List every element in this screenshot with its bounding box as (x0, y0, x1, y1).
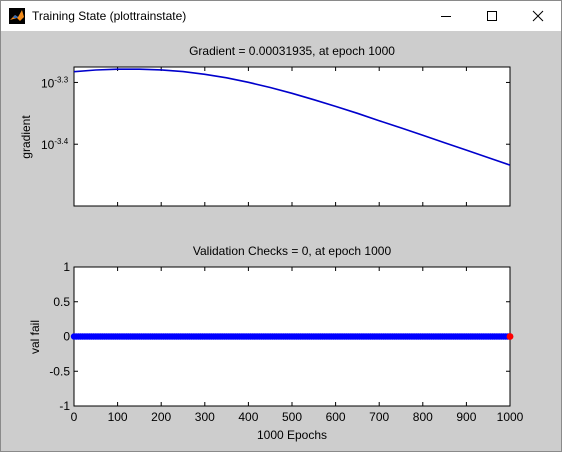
validation-x-tick-label-1: 100 (108, 410, 128, 424)
minimize-button[interactable] (423, 1, 469, 31)
validation-series (70, 333, 514, 340)
figure-area: Gradient = 0.00031935, at epoch 1000 gra… (1, 31, 561, 451)
minimize-icon (441, 16, 451, 17)
maximize-icon (487, 11, 497, 21)
close-icon (532, 10, 544, 22)
validation-x-axis-label: 1000 Epochs (257, 428, 327, 442)
validation-x-tick-label-5: 500 (282, 410, 302, 424)
gradient-y-axis-label: gradient (19, 115, 33, 159)
maximize-button[interactable] (469, 1, 515, 31)
window-title: Training State (plottrainstate) (32, 9, 187, 23)
gradient-y-tick-label-0: 10-3.3 (41, 75, 69, 90)
validation-x-tick-label-2: 200 (151, 410, 171, 424)
plots-canvas: Gradient = 0.00031935, at epoch 1000 gra… (19, 44, 524, 442)
validation-x-tick-label-10: 1000 (497, 410, 524, 424)
gradient-axes (73, 66, 511, 207)
gradient-series-line (74, 68, 510, 166)
validation-x-tick-label-8: 800 (413, 410, 433, 424)
validation-y-tick-label-3: -0.5 (49, 364, 70, 378)
matlab-icon (9, 8, 25, 24)
validation-x-tick-label-9: 900 (456, 410, 476, 424)
validation-y-tick-label-2: 0 (63, 330, 70, 344)
gradient-y-tick-label-1: 10-3.4 (41, 137, 69, 152)
validation-chart: Validation Checks = 0, at epoch 1000 val… (28, 244, 524, 442)
validation-x-tick-label-3: 300 (195, 410, 215, 424)
gradient-ticks (73, 67, 511, 206)
validation-chart-title: Validation Checks = 0, at epoch 1000 (193, 244, 392, 258)
validation-x-tick-label-0: 0 (71, 410, 78, 424)
gradient-chart-title: Gradient = 0.00031935, at epoch 1000 (189, 44, 395, 58)
validation-y-tick-labels: 1 0.5 0 -0.5 -1 (49, 260, 70, 413)
validation-y-tick-label-1: 0.5 (53, 295, 70, 309)
validation-y-tick-label-0: 1 (63, 260, 70, 274)
validation-x-tick-label-7: 700 (369, 410, 389, 424)
validation-x-tick-label-6: 600 (326, 410, 346, 424)
validation-y-tick-label-4: -1 (59, 399, 70, 413)
validation-endpoint-marker (506, 333, 514, 340)
gradient-y-tick-labels: 10-3.3 10-3.4 (41, 75, 69, 152)
gradient-chart: Gradient = 0.00031935, at epoch 1000 gra… (19, 44, 511, 207)
validation-y-axis-label: val fail (28, 320, 42, 354)
validation-x-tick-label-4: 400 (238, 410, 258, 424)
title-bar[interactable]: Training State (plottrainstate) (1, 1, 561, 31)
close-button[interactable] (515, 1, 561, 31)
validation-x-tick-labels: 0 100 200 300 400 500 600 700 800 900 1000 (71, 410, 524, 424)
